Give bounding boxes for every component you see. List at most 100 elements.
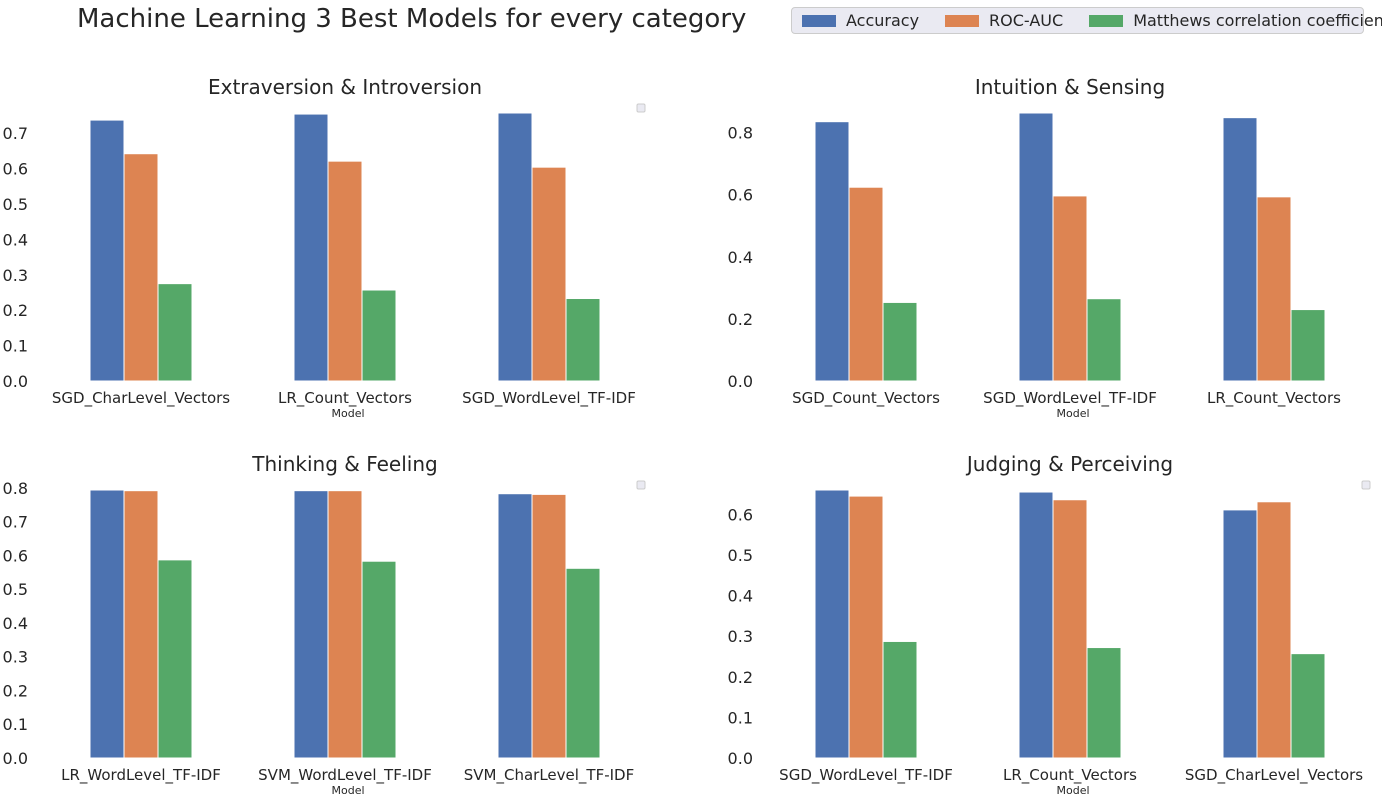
bar-accuracy-lr-count-vectors bbox=[1222, 117, 1258, 382]
y-tick-label: 0.0 bbox=[3, 749, 28, 768]
y-tick-label: 0.1 bbox=[728, 708, 753, 727]
y-tick-label: 0.7 bbox=[3, 513, 28, 532]
y-tick-label: 0.6 bbox=[3, 546, 28, 565]
legend: Accuracy ROC-AUC Matthews correlation co… bbox=[791, 7, 1382, 34]
bar-matthews-correlation-coefficient-sgd-charlevel-vectors bbox=[157, 283, 193, 382]
x-axis-label: Model bbox=[331, 407, 364, 420]
bar-roc-auc-lr-count-vectors bbox=[327, 160, 363, 382]
x-tick-label: SGD_Count_Vectors bbox=[792, 389, 940, 408]
subplot-title: Thinking & Feeling bbox=[251, 452, 437, 476]
bar-accuracy-sgd-wordlevel-tf-idf bbox=[1018, 112, 1054, 382]
y-tick-label: 0.8 bbox=[3, 479, 28, 498]
subplot-title: Judging & Perceiving bbox=[965, 452, 1173, 476]
bar-roc-auc-svm-wordlevel-tf-idf bbox=[327, 490, 363, 759]
y-tick-label: 0.0 bbox=[728, 372, 753, 391]
bar-accuracy-svm-charlevel-tf-idf bbox=[497, 493, 533, 759]
y-tick-label: 0.6 bbox=[728, 505, 753, 524]
y-tick-label: 0.2 bbox=[3, 301, 28, 320]
x-tick-label: LR_Count_Vectors bbox=[278, 389, 412, 408]
bar-matthews-correlation-coefficient-lr-count-vectors bbox=[1086, 647, 1122, 759]
x-tick-label: SGD_WordLevel_TF-IDF bbox=[779, 766, 953, 785]
bar-matthews-correlation-coefficient-lr-wordlevel-tf-idf bbox=[157, 559, 193, 759]
x-tick-label: SGD_WordLevel_TF-IDF bbox=[983, 389, 1157, 408]
empty-legend-box bbox=[636, 480, 646, 490]
legend-label-accuracy: Accuracy bbox=[846, 11, 920, 30]
y-tick-label: 0.5 bbox=[3, 195, 28, 214]
x-tick-label: LR_Count_Vectors bbox=[1207, 389, 1341, 408]
subplot-title: Intuition & Sensing bbox=[975, 75, 1165, 99]
legend-label-roc-auc: ROC-AUC bbox=[989, 11, 1064, 30]
bar-roc-auc-sgd-wordlevel-tf-idf bbox=[531, 166, 567, 382]
bar-roc-auc-sgd-charlevel-vectors bbox=[123, 153, 159, 382]
y-tick-label: 0.3 bbox=[3, 648, 28, 667]
bar-matthews-correlation-coefficient-lr-count-vectors bbox=[1290, 309, 1326, 382]
y-tick-label: 0.3 bbox=[3, 266, 28, 285]
bar-accuracy-sgd-charlevel-vectors bbox=[1222, 509, 1258, 759]
x-tick-label: SGD_CharLevel_Vectors bbox=[1185, 766, 1363, 785]
figure-title: Machine Learning 3 Best Models for every… bbox=[77, 4, 747, 34]
y-tick-label: 0.4 bbox=[3, 230, 28, 249]
bar-roc-auc-sgd-charlevel-vectors bbox=[1256, 501, 1292, 759]
bar-roc-auc-sgd-wordlevel-tf-idf bbox=[1052, 195, 1088, 382]
bar-roc-auc-svm-charlevel-tf-idf bbox=[531, 493, 567, 759]
bar-roc-auc-sgd-count-vectors bbox=[848, 186, 884, 382]
y-tick-label: 0.1 bbox=[3, 715, 28, 734]
subplot-thinking-feeling: Thinking & Feeling 0.0 0.1 0.2 0.3 0.4 0.5 0.6 0… bbox=[3, 452, 635, 797]
x-tick-label: SGD_CharLevel_Vectors bbox=[52, 389, 230, 408]
bar-accuracy-svm-wordlevel-tf-idf bbox=[293, 490, 329, 759]
bar-matthews-correlation-coefficient-sgd-wordlevel-tf-idf bbox=[882, 640, 918, 759]
legend-label-mcc: Matthews correlation coefficient bbox=[1133, 11, 1382, 30]
y-tick-label: 0.0 bbox=[3, 372, 28, 391]
bar-accuracy-lr-count-vectors bbox=[293, 113, 329, 382]
y-tick-label: 0.4 bbox=[728, 248, 753, 267]
legend-item-accuracy: Accuracy bbox=[802, 11, 919, 30]
x-tick-label: LR_Count_Vectors bbox=[1003, 766, 1137, 785]
y-tick-label: 0.3 bbox=[728, 627, 753, 646]
subplot-intuition-sensing: Intuition & Sensing 0.0 0.2 0.4 0.6 0.8 SGD_Co… bbox=[728, 75, 1342, 420]
bar-matthews-correlation-coefficient-lr-count-vectors bbox=[361, 289, 397, 382]
y-tick-label: 0.4 bbox=[728, 587, 753, 606]
bar-matthews-correlation-coefficient-sgd-charlevel-vectors bbox=[1290, 653, 1326, 759]
x-axis-label: Model bbox=[1056, 784, 1089, 797]
x-tick-label: LR_WordLevel_TF-IDF bbox=[61, 766, 221, 785]
subplot-judging-perceiving: Judging & Perceiving 0.0 0.1 0.2 0.3 0.4 0.5 0.… bbox=[728, 452, 1364, 797]
bar-accuracy-sgd-charlevel-vectors bbox=[89, 119, 125, 382]
y-tick-label: 0.6 bbox=[3, 160, 28, 179]
x-axis-label: Model bbox=[1056, 407, 1089, 420]
y-tick-label: 0.7 bbox=[3, 124, 28, 143]
bar-matthews-correlation-coefficient-sgd-count-vectors bbox=[882, 301, 918, 382]
legend-swatch-mcc bbox=[1089, 14, 1124, 27]
bar-roc-auc-lr-count-vectors bbox=[1256, 196, 1292, 382]
legend-swatch-accuracy bbox=[802, 14, 836, 27]
y-tick-label: 0.5 bbox=[728, 546, 753, 565]
y-tick-label: 0.2 bbox=[728, 668, 753, 687]
subplot-title: Extraversion & Introversion bbox=[208, 75, 482, 99]
x-tick-label: SVM_CharLevel_TF-IDF bbox=[464, 766, 634, 785]
y-tick-label: 0.8 bbox=[728, 124, 753, 143]
bar-matthews-correlation-coefficient-svm-charlevel-tf-idf bbox=[565, 567, 601, 759]
y-tick-label: 0.5 bbox=[3, 580, 28, 599]
empty-legend-box bbox=[636, 103, 646, 113]
subplot-extraversion-introversion: Extraversion & Introversion 0.0 0.1 0.2 0.3 0… bbox=[3, 75, 636, 420]
y-tick-label: 0.2 bbox=[3, 681, 28, 700]
bar-accuracy-sgd-count-vectors bbox=[814, 121, 850, 382]
empty-legend-box bbox=[1361, 480, 1371, 490]
bar-accuracy-lr-count-vectors bbox=[1018, 491, 1054, 759]
bar-accuracy-sgd-wordlevel-tf-idf bbox=[497, 112, 533, 382]
y-tick-label: 0.2 bbox=[728, 310, 753, 329]
bar-matthews-correlation-coefficient-svm-wordlevel-tf-idf bbox=[361, 560, 397, 759]
legend-swatch-roc-auc bbox=[945, 14, 980, 27]
x-tick-label: SGD_WordLevel_TF-IDF bbox=[462, 389, 636, 408]
legend-item-roc-auc: ROC-AUC bbox=[945, 11, 1063, 30]
bar-accuracy-lr-wordlevel-tf-idf bbox=[89, 489, 125, 759]
x-axis-label: Model bbox=[331, 784, 364, 797]
legend-item-mcc: Matthews correlation coefficient bbox=[1089, 11, 1382, 30]
y-tick-label: 0.1 bbox=[3, 337, 28, 356]
x-tick-label: SVM_WordLevel_TF-IDF bbox=[258, 766, 432, 785]
bar-matthews-correlation-coefficient-sgd-wordlevel-tf-idf bbox=[1086, 298, 1122, 382]
bar-roc-auc-sgd-wordlevel-tf-idf bbox=[848, 495, 884, 759]
bar-accuracy-sgd-wordlevel-tf-idf bbox=[814, 489, 850, 759]
bar-roc-auc-lr-count-vectors bbox=[1052, 499, 1088, 759]
y-tick-label: 0.4 bbox=[3, 614, 28, 633]
